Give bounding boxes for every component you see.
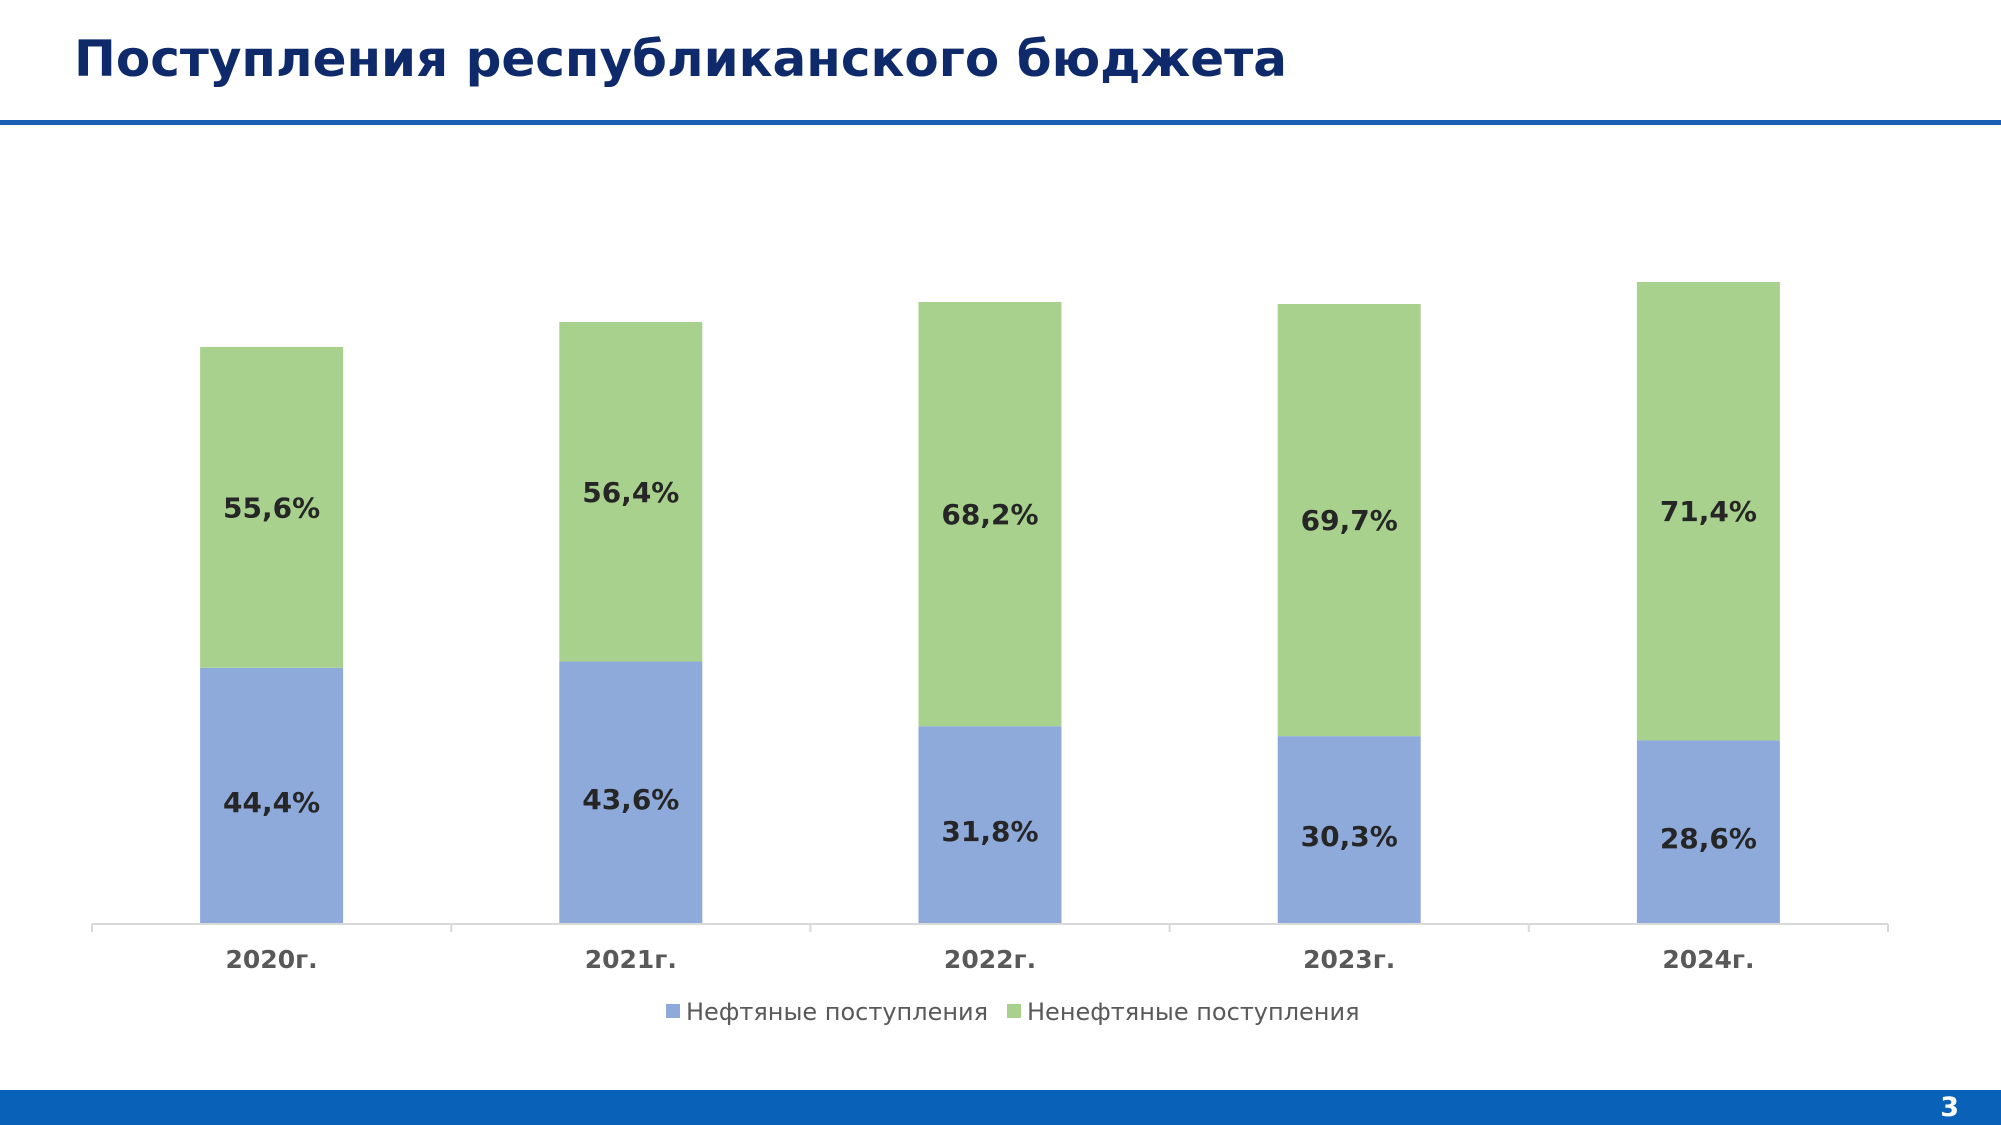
x-tick-label-4: 2023г. — [1303, 945, 1395, 974]
bar-non-oil-4 — [1277, 304, 1421, 737]
legend-label-non-oil: Ненефтяные поступления — [1027, 998, 1360, 1026]
x-tick-label-5: 2024г. — [1662, 945, 1754, 974]
data-label-oil-2: 43,6% — [582, 783, 679, 816]
legend-swatch-non-oil — [1007, 1004, 1021, 1018]
data-label-non-oil-3: 68,2% — [941, 498, 1038, 531]
legend-label-oil: Нефтяные поступления — [686, 998, 988, 1026]
data-label-oil-3: 31,8% — [941, 815, 1038, 848]
x-tick-label-1: 2020г. — [226, 945, 318, 974]
title-divider — [0, 120, 2001, 125]
data-label-non-oil-2: 56,4% — [582, 476, 679, 509]
bar-oil-1 — [200, 667, 344, 924]
bar-oil-2 — [559, 661, 703, 924]
footer-bar — [0, 1090, 2001, 1125]
data-label-oil-1: 44,4% — [223, 786, 320, 819]
bar-non-oil-5 — [1636, 282, 1780, 741]
bar-oil-4 — [1277, 736, 1421, 924]
data-label-non-oil-4: 69,7% — [1301, 504, 1398, 537]
data-label-non-oil-1: 55,6% — [223, 491, 320, 524]
page-number: 3 — [1940, 1092, 1959, 1123]
data-label-oil-5: 28,6% — [1660, 822, 1757, 855]
bar-non-oil-1 — [200, 347, 344, 668]
data-label-non-oil-5: 71,4% — [1660, 495, 1757, 528]
data-label-oil-4: 30,3% — [1301, 820, 1398, 853]
bar-non-oil-2 — [559, 322, 703, 662]
x-tick-label-2: 2021г. — [585, 945, 677, 974]
bar-oil-3 — [918, 726, 1062, 924]
legend-swatch-oil — [666, 1004, 680, 1018]
x-tick-label-3: 2022г. — [944, 945, 1036, 974]
slide-title: Поступления республиканского бюджета — [74, 30, 1287, 88]
bar-oil-5 — [1636, 740, 1780, 924]
bar-non-oil-3 — [918, 302, 1062, 727]
